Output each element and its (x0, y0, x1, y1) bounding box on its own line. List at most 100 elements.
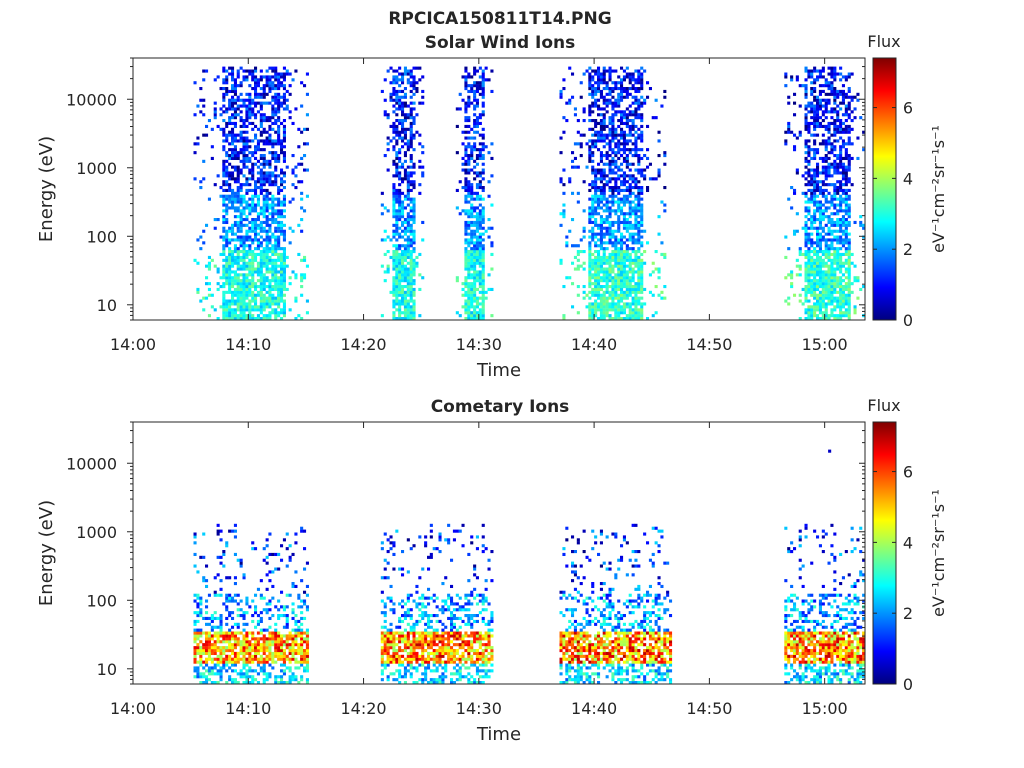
heatmap-cell (282, 119, 286, 123)
heatmap-cell (816, 124, 820, 129)
heatmap-cell (406, 69, 410, 73)
heatmap-cell (403, 317, 407, 321)
heatmap-cell (401, 261, 405, 265)
heatmap-cell (657, 130, 661, 134)
heatmap-cell (830, 308, 834, 312)
heatmap-cell (274, 252, 278, 257)
heatmap-cell (470, 87, 474, 91)
heatmap-cell (475, 296, 479, 300)
heatmap-cell (605, 299, 609, 303)
heatmap-cell (280, 215, 284, 219)
heatmap-cell (588, 264, 592, 268)
heatmap-cell (412, 258, 416, 262)
heatmap-cell (467, 142, 471, 146)
heatmap-cell (617, 314, 621, 318)
heatmap-cell (597, 250, 601, 254)
heatmap-cell (386, 209, 390, 213)
heatmap-cell (271, 139, 275, 143)
colorbar-title: Flux (867, 32, 900, 51)
heatmap-cell (242, 264, 246, 268)
heatmap-cell (839, 223, 843, 227)
heatmap-cell (406, 191, 410, 195)
heatmap-cell (625, 255, 629, 260)
heatmap-cell (395, 267, 399, 271)
heatmap-cell (562, 87, 566, 91)
heatmap-cell (617, 264, 621, 268)
heatmap-cell (594, 98, 598, 102)
heatmap-cell (634, 203, 638, 207)
heatmap-cell (401, 139, 405, 143)
heatmap-cell (620, 267, 624, 271)
heatmap-cell (588, 183, 592, 187)
heatmap-cell (268, 78, 272, 82)
heatmap-cell (271, 203, 275, 207)
heatmap-cell (602, 72, 606, 76)
heatmap-cell (830, 92, 834, 96)
heatmap-cell (821, 305, 825, 309)
heatmap-cell (821, 104, 825, 108)
heatmap-cell (409, 180, 413, 184)
heatmap-cell (599, 154, 603, 158)
heatmap-cell (588, 81, 592, 85)
heatmap-cell (196, 649, 200, 653)
heatmap-cell (614, 183, 618, 187)
heatmap-cell (470, 89, 474, 94)
heatmap-cell (841, 89, 845, 94)
heatmap-cell (588, 113, 592, 117)
heatmap-cell (597, 267, 601, 271)
heatmap-cell (475, 124, 479, 129)
heatmap-cell (280, 252, 284, 257)
heatmap-cell (225, 183, 229, 187)
heatmap-cell (841, 302, 845, 306)
heatmap-cell (490, 287, 494, 292)
heatmap-cell (597, 75, 601, 79)
heatmap-cell (839, 121, 843, 126)
heatmap-cell (421, 145, 425, 149)
heatmap-cell (231, 264, 235, 268)
heatmap-cell (392, 191, 396, 195)
heatmap-cell (282, 151, 286, 155)
heatmap-cell (830, 264, 834, 268)
heatmap-cell (637, 308, 641, 312)
heatmap-cell (608, 215, 612, 219)
heatmap-cell (841, 244, 845, 248)
heatmap-cell (409, 171, 413, 175)
heatmap-cell (262, 285, 266, 289)
heatmap-cell (839, 302, 843, 306)
heatmap-cell (254, 270, 258, 274)
heatmap-cell (608, 101, 612, 105)
heatmap-cell (830, 145, 834, 149)
heatmap-cell (582, 180, 586, 184)
heatmap-cell (398, 156, 402, 161)
heatmap-cell (259, 252, 263, 257)
heatmap-cell (248, 95, 252, 99)
heatmap-cell (844, 168, 848, 172)
heatmap-cell (265, 232, 269, 236)
heatmap-cell (625, 285, 629, 289)
heatmap-cell (265, 215, 269, 219)
heatmap-cell (605, 162, 609, 166)
heatmap-cell (406, 244, 410, 248)
heatmap-cell (392, 299, 396, 303)
heatmap-cell (591, 215, 595, 219)
heatmap-cell (256, 148, 260, 152)
heatmap-cell (251, 276, 255, 280)
heatmap-cell (643, 261, 647, 265)
heatmap-cell (392, 145, 396, 149)
heatmap-cell (813, 305, 817, 309)
heatmap-cell (576, 311, 580, 315)
heatmap-cell (810, 200, 814, 204)
heatmap-cell (386, 148, 390, 152)
heatmap-cell (617, 87, 621, 91)
heatmap-cell (478, 282, 482, 286)
heatmap-cell (830, 282, 834, 286)
heatmap-cell (282, 186, 286, 190)
heatmap-cell (625, 276, 629, 280)
heatmap-cell (395, 171, 399, 175)
heatmap-cell (847, 72, 851, 76)
heatmap-cell (622, 194, 626, 198)
heatmap-cell (268, 151, 272, 155)
heatmap-cell (268, 142, 272, 146)
heatmap-cell (818, 250, 822, 254)
heatmap-cell (833, 308, 837, 312)
